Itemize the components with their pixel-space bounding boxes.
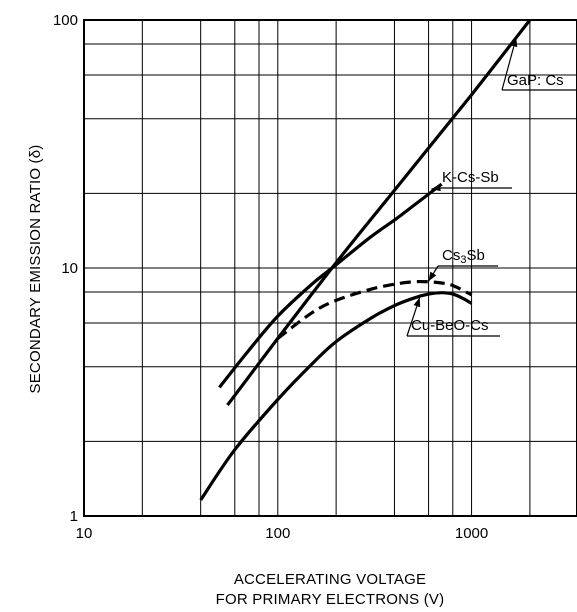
series-label-k-cs-sb: K-Cs-Sb: [442, 169, 499, 186]
series-label-gap-cs: GaP: Cs: [507, 72, 564, 89]
x-tick-label: 10: [76, 525, 93, 542]
y-tick-label: 10: [61, 260, 78, 277]
label-layer: GaP: Cs K-Cs-Sb Cs3Sb Cu-BeO-Cs: [406, 37, 576, 337]
leader-arrow-k-cs-sb: [431, 184, 441, 192]
series-line-cu-beo-cs: [199, 291, 473, 501]
y-axis-title: SECONDARY EMISSION RATIO (δ): [27, 145, 44, 394]
x-axis-title-line-2: FOR PRIMARY ELECTRONS (V): [216, 591, 445, 608]
y-tick-label: 100: [53, 12, 78, 29]
series-label-cu-beo-cs: Cu-BeO-Cs: [411, 317, 489, 334]
leader-arrow-gap-cs: [510, 37, 518, 48]
leader-arrow-cs3sb: [428, 271, 437, 282]
series-layer: [199, 19, 532, 501]
x-tick-label: 100: [265, 525, 290, 542]
x-tick-label: 1000: [455, 525, 488, 542]
grid-layer: [84, 20, 577, 516]
plot-frame: [83, 19, 577, 517]
leader-line-gap-cs: [501, 37, 517, 91]
y-tick-label: 1: [70, 508, 78, 525]
series-label-cs3sb: Cs3Sb: [442, 247, 485, 266]
series-line-gap-cs: [226, 19, 532, 407]
series-line-cs3sb: [276, 279, 473, 340]
leader-arrow-cu-beo-cs: [413, 297, 421, 308]
series-line-k-cs-sb: [218, 182, 443, 389]
x-axis-title-line-1: ACCELERATING VOLTAGE: [234, 571, 426, 588]
